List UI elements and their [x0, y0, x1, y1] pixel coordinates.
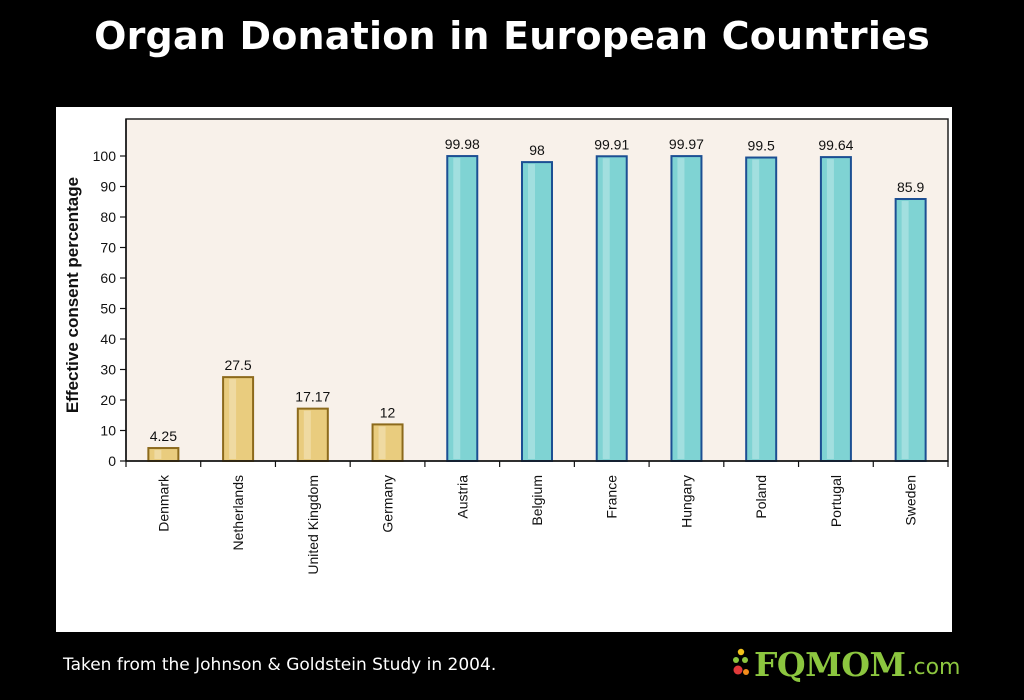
bar-france — [595, 155, 628, 462]
bar-highlight — [901, 201, 909, 459]
y-tick-label: 20 — [100, 392, 116, 408]
y-tick-label: 10 — [100, 423, 116, 439]
category-label: Netherlands — [230, 475, 246, 551]
y-tick-label: 100 — [93, 148, 117, 164]
bar-highlight — [229, 379, 237, 459]
bar-germany — [371, 423, 404, 462]
bar-highlight — [677, 158, 685, 459]
y-tick-label: 40 — [100, 331, 116, 347]
category-label: Sweden — [903, 475, 919, 526]
category-label: United Kingdom — [305, 475, 321, 575]
y-tick-label: 70 — [100, 240, 116, 256]
data-label: 99.64 — [818, 137, 853, 153]
bar-austria — [446, 155, 479, 462]
bar-united-kingdom — [296, 407, 329, 462]
logo-dots-icon — [733, 648, 749, 675]
category-label: Hungary — [678, 475, 694, 528]
bar-hungary — [670, 155, 703, 463]
category-label: Poland — [753, 475, 769, 519]
y-axis-label: Effective consent percentage — [63, 177, 82, 413]
data-label: 99.91 — [594, 136, 629, 152]
logo-text: FQMOM — [754, 644, 906, 684]
bar-belgium — [521, 161, 553, 462]
category-label: Denmark — [155, 474, 171, 532]
category-label: Germany — [380, 475, 396, 533]
data-label: 98 — [529, 142, 545, 158]
bar-highlight — [378, 426, 386, 459]
data-label: 99.5 — [748, 138, 775, 154]
bar-highlight — [602, 158, 610, 459]
bar-netherlands — [222, 376, 255, 462]
bar-portugal — [819, 156, 852, 463]
data-label: 85.9 — [897, 179, 924, 195]
y-tick-label: 90 — [100, 179, 116, 195]
bar-highlight — [303, 410, 311, 459]
chart-panel: 0 10 20 30 40 50 60 70 80 90 100 4.25 27.5 17.17 12 99… — [56, 107, 952, 632]
data-label: 99.97 — [669, 136, 704, 152]
y-tick-label: 60 — [100, 270, 116, 286]
logo-suffix: .com — [906, 654, 961, 680]
source-caption: Taken from the Johnson & Goldstein Study… — [63, 655, 497, 675]
category-label: Belgium — [529, 475, 545, 526]
bar-highlight — [752, 159, 760, 459]
data-labels: 4.25 27.5 17.17 12 99.98 98 99.91 99.97 99.5 99.6… — [150, 136, 925, 444]
site-logo[interactable]: FQMOM .com — [730, 644, 960, 684]
page-title: Organ Donation in European Countries — [94, 14, 930, 58]
bar-highlight — [154, 450, 162, 459]
y-tick-label: 80 — [100, 209, 116, 225]
y-tick-label: 0 — [108, 453, 116, 469]
bar-sweden — [894, 198, 927, 462]
category-label: Austria — [454, 475, 470, 519]
category-label: Portugal — [828, 475, 844, 527]
y-tick-label: 30 — [100, 362, 116, 378]
bar-poland — [745, 156, 778, 463]
bar-highlight — [453, 158, 461, 459]
data-label: 99.98 — [445, 136, 480, 152]
x-axis-categories: Denmark Netherlands United Kingdom Germany A… — [125, 461, 949, 575]
category-label: France — [604, 475, 620, 519]
bar-highlight — [826, 159, 834, 459]
bar-chart: 0 10 20 30 40 50 60 70 80 90 100 4.25 27.5 17.17 12 99… — [63, 118, 949, 575]
data-label: 17.17 — [295, 389, 330, 405]
y-tick-label: 50 — [100, 301, 116, 317]
y-axis-ticks: 0 10 20 30 40 50 60 70 80 90 100 — [93, 148, 126, 469]
data-label: 12 — [380, 404, 396, 420]
data-label: 27.5 — [224, 357, 251, 373]
bar-highlight — [528, 164, 535, 459]
bar-denmark — [147, 447, 180, 463]
data-label: 4.25 — [150, 428, 177, 444]
